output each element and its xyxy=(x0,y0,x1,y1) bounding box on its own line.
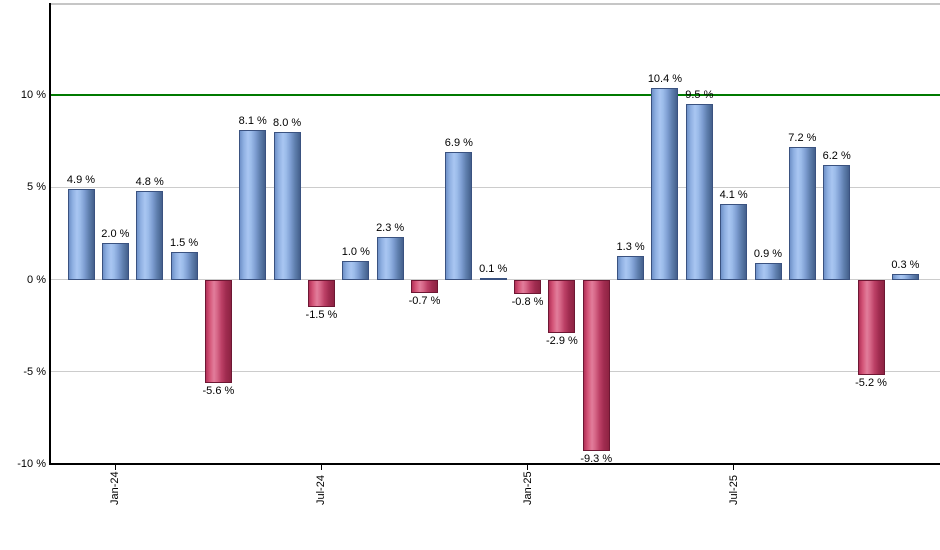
x-axis-line xyxy=(49,463,940,465)
x-tick-mark xyxy=(320,463,322,470)
bar xyxy=(170,251,198,280)
y-tick-label: 10 % xyxy=(20,89,46,102)
x-tick-label: Jan-24 xyxy=(109,471,122,505)
bar xyxy=(651,87,679,280)
bar xyxy=(239,130,267,280)
x-tick-label: Jul-24 xyxy=(315,475,328,505)
bar xyxy=(376,237,404,280)
bar-value-label: -5.2 % xyxy=(855,377,887,390)
x-tick-mark xyxy=(733,463,735,470)
bar-value-label: 1.5 % xyxy=(169,236,199,249)
bar xyxy=(514,279,542,295)
bar xyxy=(342,261,370,280)
x-tick-mark xyxy=(527,463,529,470)
bar xyxy=(548,279,576,334)
bar xyxy=(204,279,232,383)
bar-value-label: 2.3 % xyxy=(376,222,405,235)
bar-value-label: 9.5 % xyxy=(685,89,714,102)
bar-value-label: -5.6 % xyxy=(202,384,235,397)
bar-value-label: 7.2 % xyxy=(788,131,817,144)
bar-value-label: -2.9 % xyxy=(545,335,578,348)
bar xyxy=(136,191,164,280)
bar xyxy=(754,263,782,280)
threshold-line-10pct xyxy=(51,94,940,97)
y-tick-label: 5 % xyxy=(27,181,46,194)
y-tick-label: -5 % xyxy=(23,365,46,378)
plot-top-border xyxy=(51,3,940,5)
bar xyxy=(307,279,335,308)
bar-value-label: 4.9 % xyxy=(66,174,96,187)
bar xyxy=(720,203,748,280)
bar-value-label: -0.7 % xyxy=(408,294,441,307)
x-tick-label: Jan-25 xyxy=(521,471,534,505)
bar-value-label: 0.1 % xyxy=(479,262,508,275)
bar xyxy=(823,165,851,280)
bar-value-label: 0.3 % xyxy=(891,259,920,272)
bar xyxy=(411,279,438,293)
bar xyxy=(685,104,713,280)
bar-value-label: -1.5 % xyxy=(305,309,338,322)
bar xyxy=(101,242,129,280)
bar-value-label: 4.8 % xyxy=(135,176,164,189)
y-tick-label: 0 % xyxy=(27,273,46,286)
x-tick-label: Jul-25 xyxy=(727,475,740,505)
bar-value-label: 0.9 % xyxy=(753,248,783,260)
bar-value-label: 10.4 % xyxy=(647,72,683,85)
gridline--5pct xyxy=(51,371,940,373)
bar-value-label: -0.8 % xyxy=(511,296,544,309)
bar-value-label: 6.9 % xyxy=(444,137,473,150)
bar-value-label: 2.0 % xyxy=(101,227,130,240)
bar xyxy=(445,152,473,280)
bar xyxy=(857,279,885,376)
y-tick-label: -10 % xyxy=(17,458,46,470)
bar xyxy=(479,277,507,280)
x-tick-mark xyxy=(114,463,116,470)
bar xyxy=(273,132,301,280)
y-axis-line xyxy=(49,3,51,465)
bar xyxy=(788,146,816,280)
gridline-5pct xyxy=(51,186,940,188)
bar-value-label: 6.2 % xyxy=(822,150,851,163)
bar xyxy=(582,279,610,452)
bar-value-label: 1.0 % xyxy=(341,246,370,259)
bar-value-label: 8.0 % xyxy=(273,117,302,130)
bar-value-label: -9.3 % xyxy=(580,453,613,466)
bar-value-label: 4.1 % xyxy=(719,188,748,201)
bar-value-label: 1.3 % xyxy=(616,240,645,253)
bar xyxy=(891,274,919,280)
bar xyxy=(617,255,645,280)
bar xyxy=(67,189,95,280)
bar-value-label: 8.1 % xyxy=(238,115,267,128)
